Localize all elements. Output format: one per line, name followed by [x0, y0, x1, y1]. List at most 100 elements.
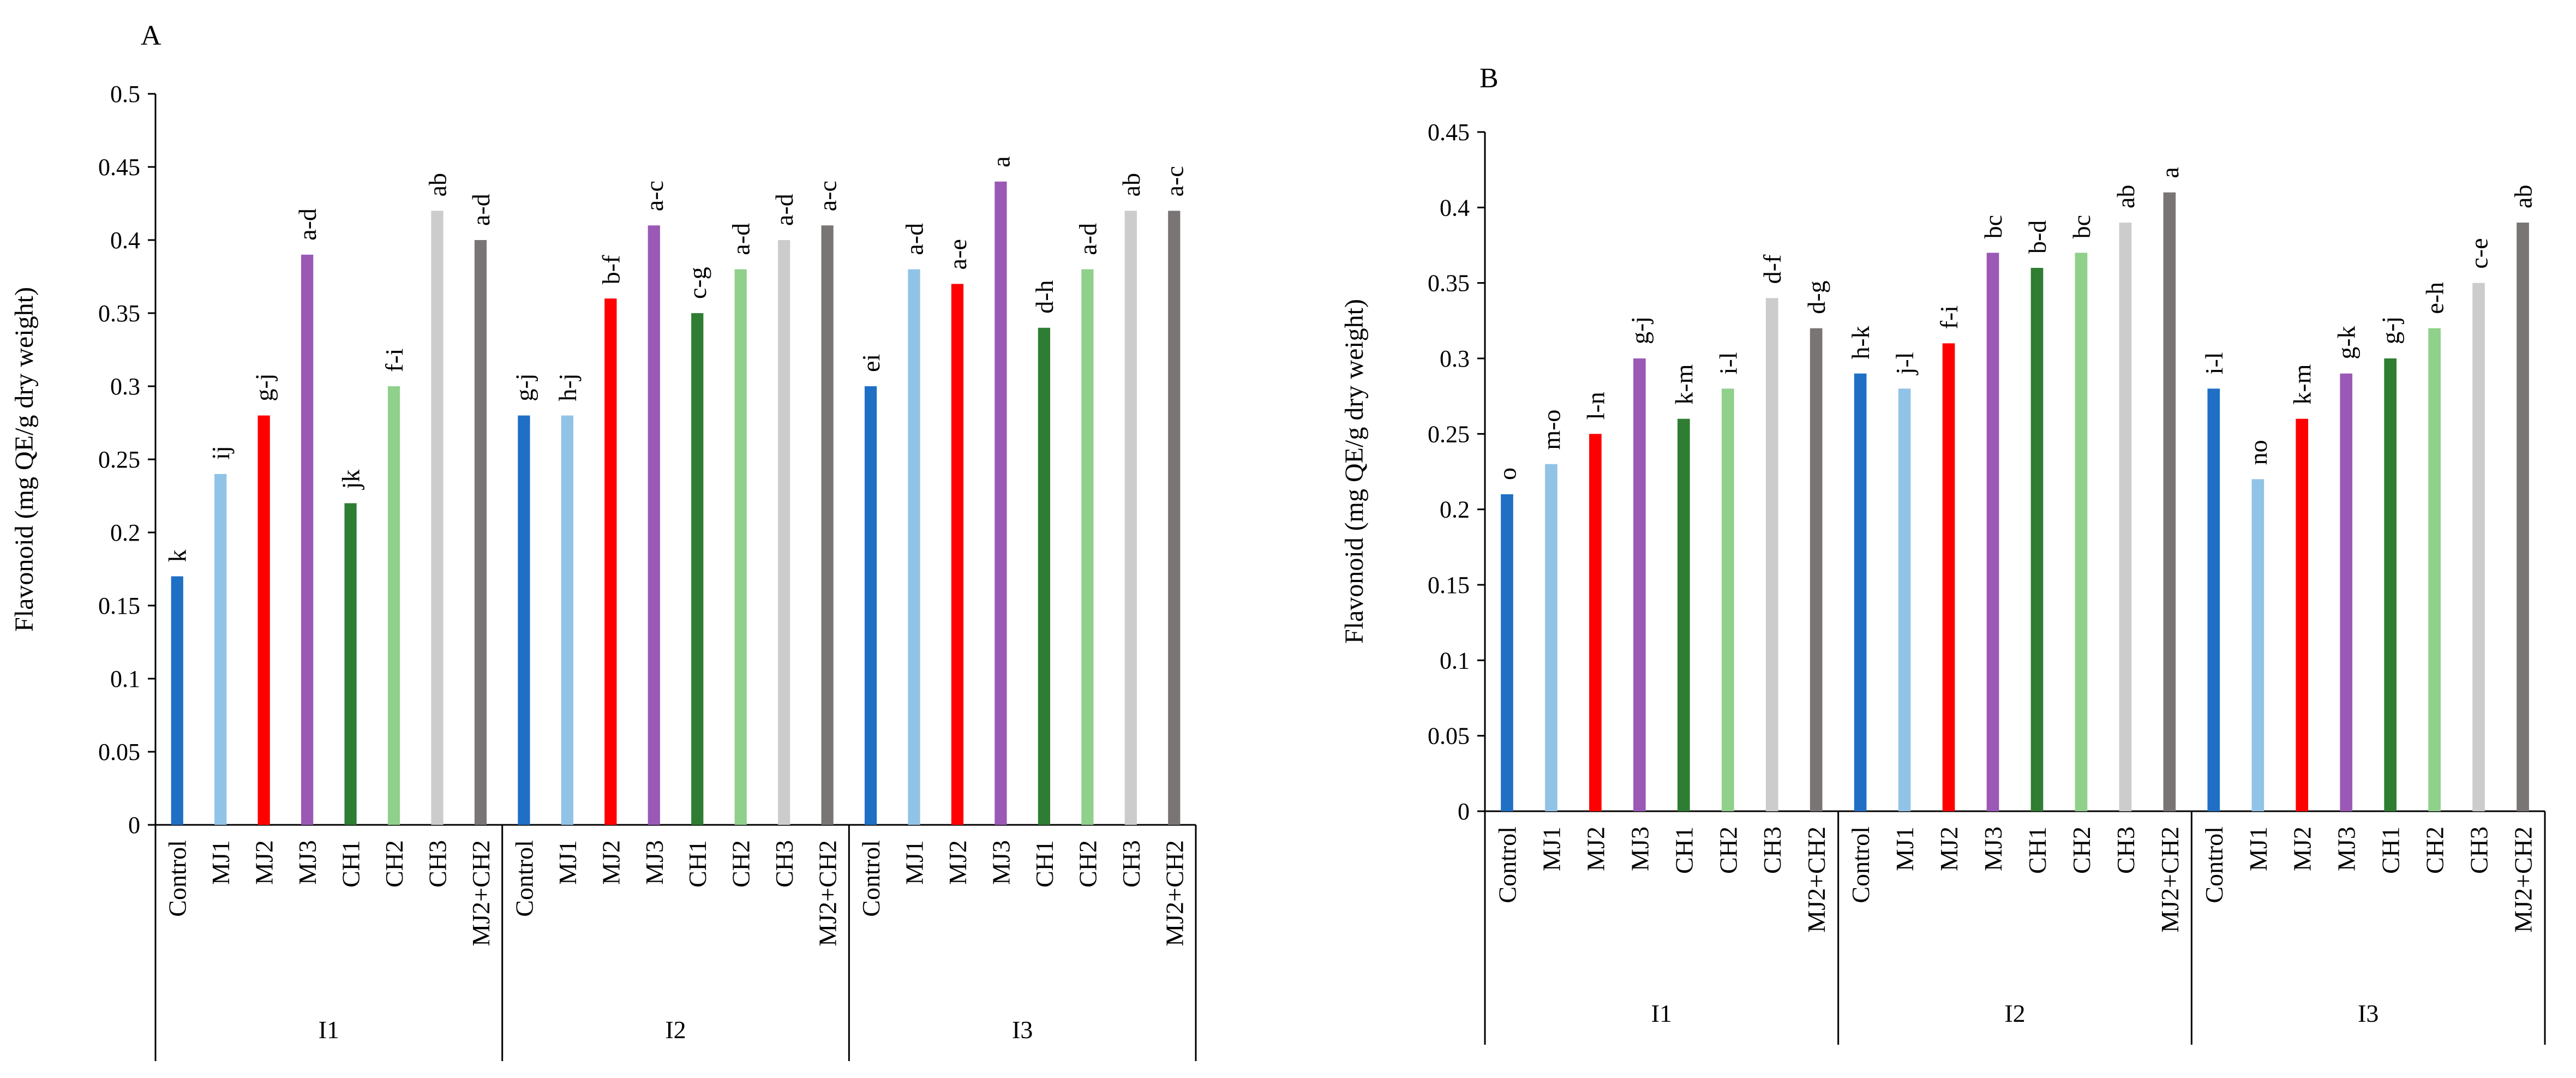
x-tick-label: MJ2	[1581, 827, 1609, 871]
bar	[864, 386, 877, 825]
bar-data-label: h-j	[554, 373, 582, 401]
x-tick-label: MJ1	[207, 840, 235, 885]
group-label: I3	[2358, 999, 2379, 1027]
bar-data-label: a	[987, 156, 1015, 167]
x-tick-label: Control	[510, 840, 538, 917]
bar-data-label: f-i	[1935, 306, 1963, 329]
y-tick-label: 0.3	[110, 373, 140, 400]
bar	[908, 269, 920, 825]
x-tick-label: MJ2	[597, 840, 625, 885]
bar-data-label: ab	[423, 173, 451, 196]
y-tick-label: 0.2	[110, 519, 140, 546]
bar	[1677, 418, 1690, 811]
x-tick-label: MJ2+CH2	[2156, 827, 2184, 933]
x-tick-label: CH1	[337, 840, 365, 888]
bar-data-label: a	[2156, 167, 2184, 178]
x-tick-label: MJ3	[1979, 827, 2007, 871]
bar	[2517, 223, 2529, 811]
bar-data-label: g-j	[250, 373, 278, 401]
bar-data-label: a-e	[944, 239, 972, 270]
x-tick-label: MJ1	[554, 840, 582, 885]
bar-data-label: jk	[337, 470, 365, 490]
bar	[561, 415, 573, 825]
bar	[2340, 373, 2353, 811]
bar	[387, 386, 400, 825]
y-tick-label: 0.15	[98, 592, 140, 619]
bar	[734, 269, 747, 825]
bar-data-label: g-j	[2377, 316, 2405, 344]
bar	[691, 313, 704, 825]
panel-b-chart: B 0 0.05 0.1 0.15 0.2 0.25 0.3 0.35 0.4 0.45 Flavo…	[1340, 63, 2546, 1045]
y-tick-label: 0.05	[1428, 723, 1470, 750]
bar-data-label: a-d	[293, 208, 321, 241]
x-tick-label: MJ3	[293, 840, 321, 885]
bar-data-label: f-i	[380, 349, 408, 372]
y-axis-title: Flavonoid (mg QE/g dry weight)	[10, 287, 39, 632]
bar-data-label: g-k	[2333, 326, 2361, 359]
bar	[1721, 388, 1734, 811]
bar	[2030, 268, 2044, 811]
group-label: I3	[1012, 1016, 1033, 1044]
y-tick-label: 0.1	[110, 666, 140, 692]
bar	[604, 298, 617, 825]
y-tick-label: 0.35	[98, 300, 140, 327]
bar	[2251, 479, 2265, 811]
bar-data-label: h-k	[1847, 326, 1874, 359]
bar-data-label: d-g	[1802, 280, 1830, 314]
bar-data-label: d-h	[1031, 280, 1058, 313]
bar	[301, 254, 314, 825]
bar-data-label: i-l	[1714, 352, 1742, 374]
bar	[1633, 358, 1646, 811]
x-tick-label: CH1	[1670, 827, 1698, 874]
x-tick-label: MJ2	[1935, 827, 1963, 871]
bar	[1810, 328, 1823, 811]
y-tick-label: 0.4	[1440, 194, 1470, 221]
bar	[1124, 211, 1137, 825]
x-tick-label: MJ2+CH2	[1802, 827, 1830, 933]
bar	[1986, 253, 1999, 811]
x-tick-label: CH3	[770, 840, 798, 888]
y-tick-label: 0	[128, 812, 140, 839]
y-tick-label: 0.5	[110, 81, 140, 107]
bar	[1501, 494, 1513, 811]
bar-data-label: m-o	[1537, 410, 1565, 450]
bar-data-label: ei	[857, 354, 885, 372]
bar	[2075, 253, 2088, 811]
x-tick-label: MJ2	[250, 840, 278, 885]
x-tick-label: MJ1	[1891, 827, 1919, 871]
x-tick-label: MJ2	[2289, 827, 2316, 871]
bar-data-label: a-c	[1160, 166, 1188, 196]
bar	[2119, 223, 2132, 811]
bar	[1081, 269, 1094, 825]
y-tick-label: 0.05	[98, 739, 140, 765]
bar	[648, 225, 660, 825]
bar-data-label: j-l	[1891, 352, 1919, 375]
group-label: I1	[319, 1016, 339, 1044]
x-tick-label: MJ3	[1626, 827, 1654, 871]
bar	[1168, 211, 1181, 825]
x-tick-label: CH2	[380, 840, 408, 888]
bar	[257, 415, 270, 825]
bar	[778, 240, 790, 825]
bar	[344, 503, 357, 825]
bar-data-label: bc	[2068, 215, 2095, 238]
bar-data-label: a-c	[814, 181, 842, 211]
bar-data-label: k	[164, 549, 191, 562]
x-tick-label: MJ1	[2244, 827, 2272, 871]
x-tick-label: CH2	[1074, 840, 1101, 888]
y-axis-title: Flavonoid (mg QE/g dry weight)	[1340, 299, 1369, 644]
x-tick-label: CH3	[2112, 827, 2140, 874]
bar-data-label: ab	[2112, 185, 2140, 208]
bar-data-label: a-d	[727, 223, 755, 255]
bar-data-label: c-e	[2465, 238, 2493, 269]
bar	[518, 415, 530, 825]
y-tick-label: 0.3	[1440, 345, 1470, 372]
bar	[995, 181, 1007, 825]
x-tick-label: MJ3	[987, 840, 1015, 885]
x-tick-label: CH1	[2023, 827, 2051, 874]
x-tick-label: CH1	[2377, 827, 2405, 874]
x-tick-label: CH1	[684, 840, 711, 888]
x-tick-label: CH3	[2465, 827, 2493, 874]
y-tick-label: 0.25	[1428, 421, 1470, 447]
